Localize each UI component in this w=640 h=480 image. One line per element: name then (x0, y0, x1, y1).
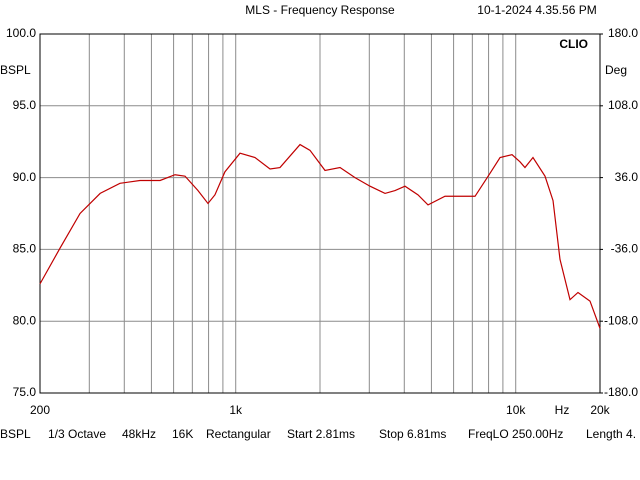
plot-frame (39, 33, 601, 394)
response-line (39, 143, 601, 329)
x-tick-label: 200 (30, 403, 50, 417)
timestamp: 10-1-2024 4.35.56 PM (477, 3, 596, 17)
y2-tick-label: 180.0 (608, 26, 638, 40)
status-item: Rectangular (206, 427, 271, 441)
y2-tick-label: 36.0 (615, 170, 639, 184)
y2-tick-label: -180.0 (604, 385, 638, 399)
status-item: 48kHz (122, 427, 156, 441)
x-axis-label: Hz (555, 403, 570, 417)
y-tick-label: 95.0 (13, 98, 37, 112)
status-item: Stop 6.81ms (379, 427, 446, 441)
status-item: FreqLO 250.00Hz (468, 427, 563, 441)
y-tick-label: 100.0 (6, 26, 36, 40)
chart-title: MLS - Frequency Response (245, 3, 395, 17)
y-axis-label: BSPL (0, 63, 31, 77)
y-tick-label: 75.0 (13, 385, 37, 399)
x-tick-label: 10k (506, 403, 526, 417)
y-tick-label: 85.0 (13, 242, 37, 256)
status-item: 16K (172, 427, 193, 441)
y-tick-label: 90.0 (13, 170, 37, 184)
status-item: 1/3 Octave (48, 427, 106, 441)
y2-axis-label: Deg (605, 63, 627, 77)
y2-tick-label: -108.0 (604, 313, 638, 327)
x-tick-label: 1k (229, 403, 243, 417)
x-tick-label: 20k (590, 403, 610, 417)
brand: CLIO (559, 37, 588, 51)
status-item: BSPL (0, 427, 31, 441)
y2-tick-label: 108.0 (608, 98, 638, 112)
status-item: Length 4. (586, 427, 636, 441)
y-tick-label: 80.0 (13, 313, 37, 327)
status-item: Start 2.81ms (287, 427, 355, 441)
y2-tick-label: -36.0 (611, 242, 639, 256)
